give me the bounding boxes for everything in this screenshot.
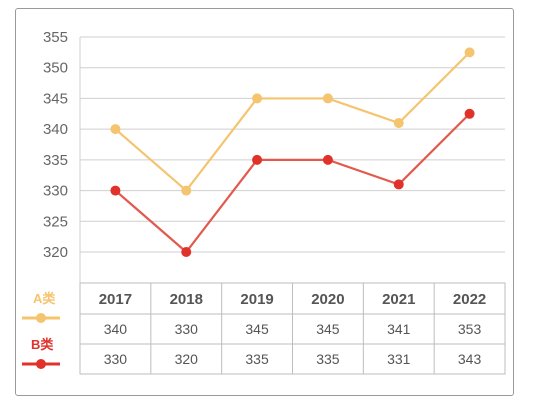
chart-frame: [15, 8, 514, 396]
table-cell-a-2019: 345: [245, 321, 269, 337]
point-b-2020: [322, 154, 333, 165]
x-tick-2022: 2022: [453, 291, 486, 308]
y-tick-325: 325: [43, 213, 68, 230]
y-tick-320: 320: [43, 244, 68, 261]
legend-b-label: B类: [31, 337, 54, 352]
table-cell-a-2021: 341: [387, 321, 411, 337]
x-tick-2018: 2018: [170, 291, 203, 308]
x-tick-2021: 2021: [382, 291, 415, 308]
y-tick-355: 355: [43, 29, 68, 46]
legend-a-marker: [36, 313, 46, 323]
table-cell-a-2022: 353: [458, 321, 482, 337]
y-tick-350: 350: [43, 60, 68, 77]
series-b: [110, 108, 475, 257]
legend-a-label: A类: [33, 291, 56, 306]
point-b-2021: [393, 179, 404, 190]
table-cell-b-2017: 330: [104, 351, 128, 367]
point-b-2018: [181, 247, 192, 257]
series-layer: [110, 47, 475, 257]
point-b-2019: [252, 154, 263, 165]
y-tick-345: 345: [43, 90, 68, 107]
y-tick-330: 330: [43, 183, 68, 200]
table-cell-b-2022: 343: [458, 351, 482, 367]
x-tick-2019: 2019: [240, 291, 273, 308]
table-cell-b-2019: 335: [245, 351, 269, 367]
point-b-2022: [464, 108, 475, 119]
series-b-line: [114, 113, 471, 254]
y-tick-335: 335: [43, 152, 68, 169]
point-a-2019: [252, 93, 263, 104]
point-a-2022: [464, 47, 475, 58]
point-a-2018: [181, 185, 192, 196]
point-a-2021: [393, 118, 404, 128]
table-cell-b-2021: 331: [387, 351, 411, 367]
point-a-2017: [110, 124, 121, 135]
table-cell-a-2017: 340: [104, 321, 128, 337]
point-b-2017: [110, 185, 121, 196]
point-a-2020: [322, 93, 333, 104]
table-cell-a-2020: 345: [316, 321, 340, 337]
legend-b: B类: [22, 337, 60, 369]
table-cell-b-2020: 335: [316, 351, 340, 367]
y-axis-ticks: 320 325 330 335 340 345 350 355: [43, 29, 68, 261]
table-cell-a-2018: 330: [175, 321, 199, 337]
legend-a: A类: [22, 291, 60, 323]
y-tick-340: 340: [43, 121, 68, 138]
legend-b-marker: [36, 359, 46, 369]
series-a-line: [114, 51, 471, 193]
series-a: [110, 47, 475, 196]
x-tick-2020: 2020: [311, 291, 344, 308]
data-table: 2017 2018 2019 2020 2021 2022 340 330 345 345 341 3…: [79, 282, 506, 375]
x-tick-2017: 2017: [99, 291, 132, 308]
table-cell-b-2018: 320: [175, 351, 199, 367]
